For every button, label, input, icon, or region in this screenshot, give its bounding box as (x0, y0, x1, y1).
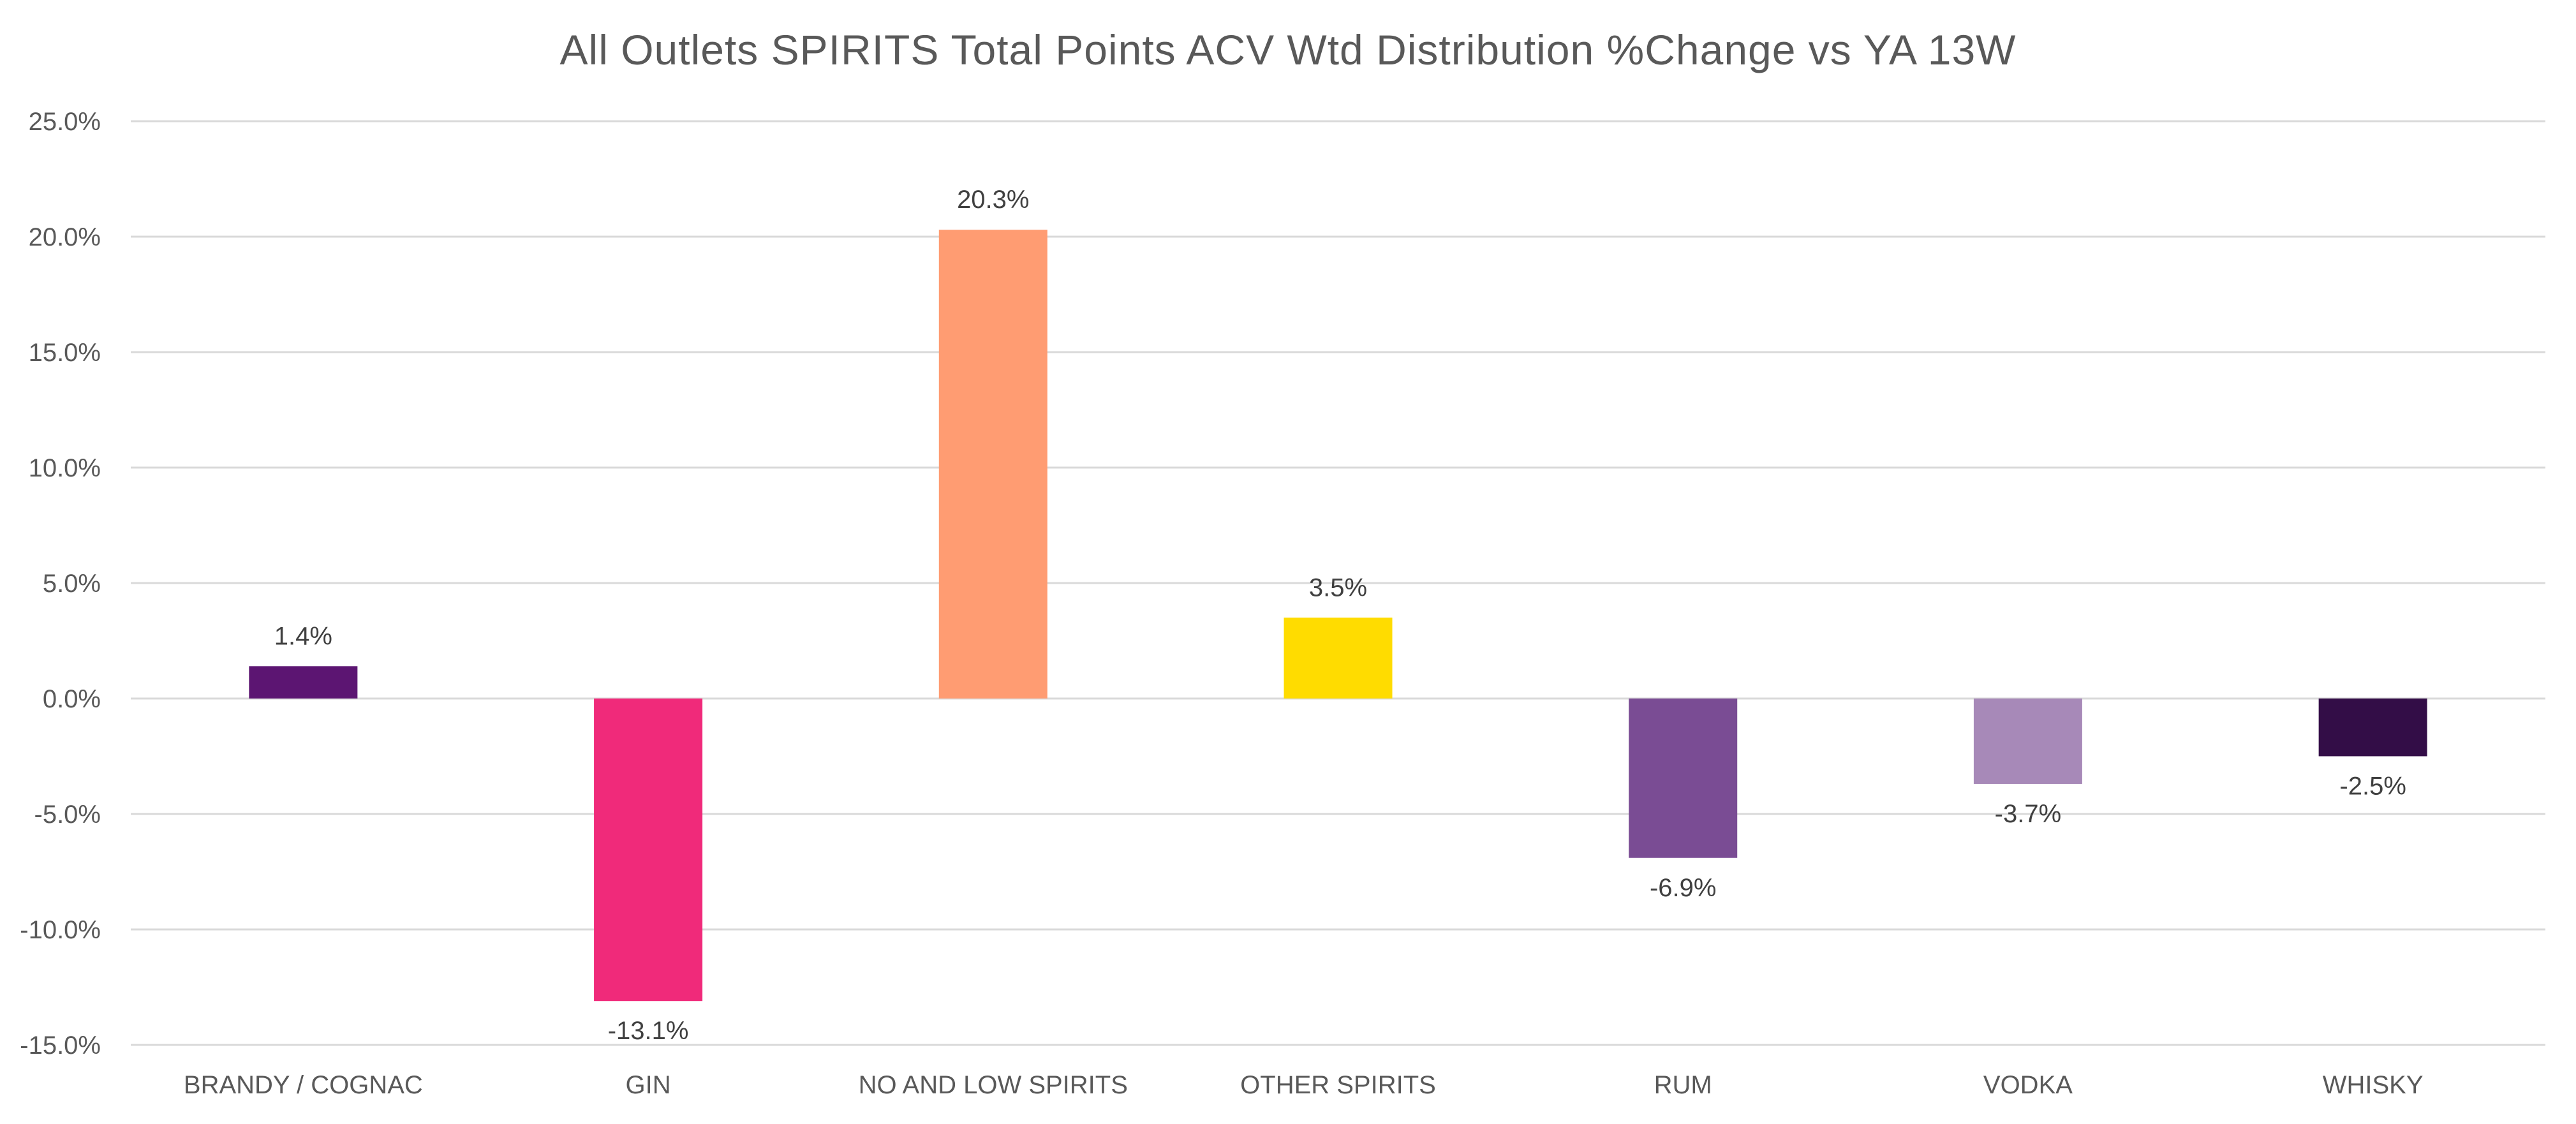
y-axis-labels: 25.0% 20.0% 15.0% 10.0% 5.0% 0.0% -5.0% -10.0% -… (20, 108, 101, 1060)
data-label: 1.4% (274, 622, 332, 650)
data-label: -13.1% (608, 1017, 689, 1045)
x-category-label: VODKA (1983, 1071, 2073, 1099)
data-labels: 1.4% -13.1% 20.3% 3.5% -6.9% -3.7% -2.5% (274, 186, 2406, 1045)
bar (594, 699, 703, 1002)
data-label: 20.3% (957, 186, 1029, 214)
x-axis-labels: BRANDY / COGNAC GIN NO AND LOW SPIRITS OTHE… (184, 1071, 2424, 1099)
x-category-label: WHISKY (2323, 1071, 2424, 1099)
y-tick-label: 5.0% (43, 570, 101, 598)
y-tick-label: -10.0% (20, 916, 101, 944)
chart-title: All Outlets SPIRITS Total Points ACV Wtd… (559, 26, 2017, 73)
x-category-label: GIN (626, 1071, 671, 1099)
data-label: -2.5% (2339, 773, 2406, 801)
bar (938, 230, 1047, 699)
y-tick-label: 25.0% (29, 108, 101, 136)
bar (1284, 617, 1393, 699)
y-tick-label: 15.0% (29, 339, 101, 367)
bar (2318, 699, 2427, 757)
x-category-label: OTHER SPIRITS (1240, 1071, 1436, 1099)
y-tick-label: -5.0% (34, 801, 101, 829)
data-label: 3.5% (1309, 573, 1367, 602)
bar (1973, 699, 2082, 784)
bar (249, 666, 358, 699)
data-label: -6.9% (1650, 874, 1717, 902)
x-category-label: RUM (1654, 1071, 1712, 1099)
bars (249, 230, 2427, 1002)
y-tick-label: 20.0% (29, 223, 101, 251)
x-category-label: NO AND LOW SPIRITS (859, 1071, 1128, 1099)
bar (1629, 699, 1738, 858)
y-tick-label: 0.0% (43, 685, 101, 713)
y-tick-label: 10.0% (29, 454, 101, 482)
data-label: -3.7% (1995, 800, 2062, 828)
x-category-label: BRANDY / COGNAC (184, 1071, 423, 1099)
y-tick-label: -15.0% (20, 1032, 101, 1060)
